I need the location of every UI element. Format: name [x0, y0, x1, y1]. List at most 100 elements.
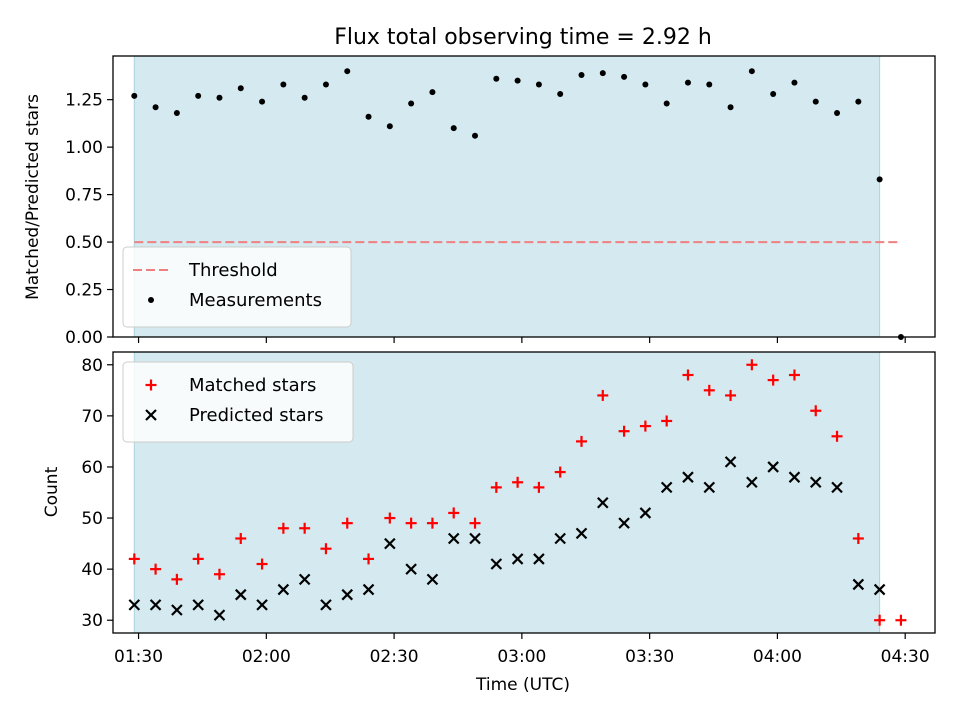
data-point [809, 476, 822, 489]
legend-label: Matched stars [189, 375, 316, 396]
data-point [173, 109, 180, 116]
data-point [234, 588, 247, 601]
data-point [874, 614, 886, 626]
data-point [277, 583, 290, 596]
data-point [557, 90, 564, 97]
series-measurements [131, 68, 904, 340]
data-point [639, 420, 651, 432]
data-point [575, 435, 587, 447]
legend-swatch [148, 297, 154, 303]
data-point [235, 532, 247, 544]
y-tick-label: 0.50 [65, 233, 103, 253]
y-tick-label: 1.00 [65, 138, 103, 158]
x-tick-label: 03:00 [497, 647, 546, 667]
data-point [682, 471, 694, 483]
data-point [149, 599, 162, 611]
data-point [301, 94, 308, 101]
data-point [280, 81, 287, 88]
series-matched-stars [128, 359, 907, 626]
data-point [386, 123, 393, 130]
data-point [599, 70, 606, 77]
data-point [831, 430, 843, 442]
x-tick-label: 02:00 [242, 647, 291, 667]
data-point [788, 369, 800, 381]
data-point [597, 389, 609, 401]
data-point [363, 553, 375, 565]
data-point [746, 359, 758, 371]
data-point [216, 94, 223, 101]
data-point [448, 507, 460, 519]
data-point [298, 573, 311, 586]
data-point [490, 481, 502, 493]
data-point [810, 405, 822, 417]
y-tick-label: 40 [81, 560, 103, 580]
chart-title: Flux total observing time = 2.92 h [334, 25, 712, 50]
data-point [554, 466, 566, 478]
legend-box [122, 361, 354, 443]
data-point [748, 68, 755, 75]
data-point [152, 104, 159, 111]
data-point [663, 100, 670, 107]
data-point [472, 132, 479, 139]
data-point [128, 599, 141, 611]
data-point [834, 109, 841, 116]
data-point [213, 609, 226, 621]
y-tick-label: 50 [81, 509, 103, 529]
data-point [493, 75, 500, 82]
x-tick-label: 04:30 [881, 647, 930, 667]
data-point [384, 537, 396, 550]
data-point [171, 573, 183, 585]
data-point [767, 374, 779, 386]
data-point [873, 583, 886, 596]
data-point [554, 532, 566, 545]
legend-box [122, 246, 352, 328]
plot-frame [112, 351, 936, 634]
legend-label: Measurements [189, 290, 322, 311]
data-point [639, 507, 652, 519]
data-point [384, 512, 396, 524]
data-point [578, 71, 585, 78]
data-point [362, 583, 375, 596]
data-point [767, 461, 779, 473]
data-point [706, 81, 713, 88]
data-point [256, 558, 268, 570]
legend: Threshold Measurements [122, 246, 352, 328]
data-point [575, 527, 588, 540]
legend: Matched stars Predicted stars [122, 361, 354, 443]
data-point [618, 517, 630, 529]
ratio-panel: 0.00 0.25 0.50 0.75 1.00 1.25 Threshold Measure… [65, 55, 936, 348]
data-point [192, 599, 204, 611]
series-predicted-stars [128, 456, 886, 621]
data-point [344, 68, 351, 75]
legend-swatch [145, 409, 157, 421]
data-point [852, 578, 865, 591]
data-point [195, 92, 202, 99]
data-point [597, 496, 609, 509]
data-point [447, 532, 460, 545]
x-tick-label: 01:30 [114, 647, 163, 667]
data-point [405, 517, 417, 529]
data-point [855, 98, 862, 105]
data-point [426, 573, 439, 586]
data-point [322, 81, 329, 88]
data-point [535, 81, 542, 88]
data-point [150, 563, 162, 575]
data-point [791, 79, 798, 86]
data-point [725, 389, 737, 401]
data-point [256, 599, 268, 611]
data-point [831, 481, 843, 494]
data-point [514, 77, 521, 84]
legend-swatch [145, 379, 157, 391]
x-tick-label: 02:30 [370, 647, 419, 667]
data-point [365, 113, 372, 120]
data-point [876, 176, 883, 183]
data-point [490, 558, 503, 570]
data-point [511, 553, 524, 565]
data-point [408, 100, 415, 107]
y-tick-label: 0.00 [65, 328, 103, 348]
data-point [426, 517, 438, 529]
data-point [469, 532, 481, 545]
plot-frame [112, 55, 936, 338]
y-tick-label: 80 [81, 356, 103, 376]
